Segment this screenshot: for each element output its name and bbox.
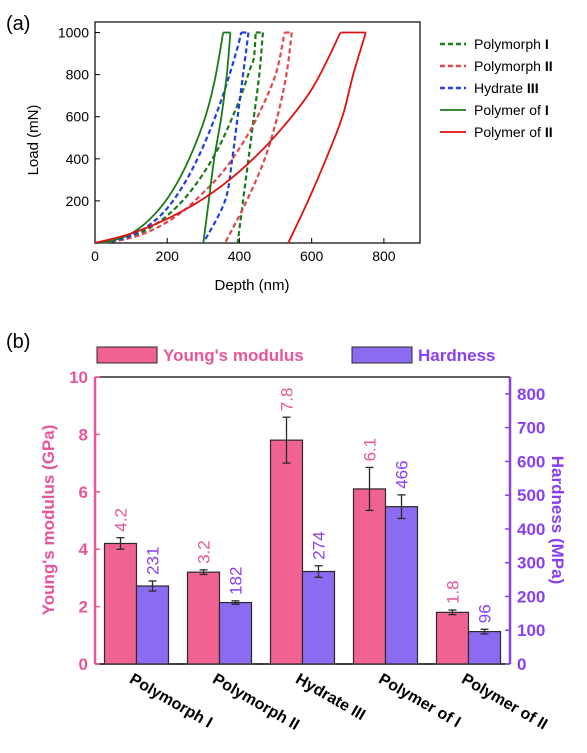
curve-loading-series-1 — [94, 32, 286, 245]
legend-label-a-0: Polymorph I — [474, 36, 549, 52]
legend-label-a-1: Polymorph II — [474, 58, 553, 74]
legend-roman-numeral-a-1: II — [545, 58, 553, 74]
bar-modulus-3 — [352, 488, 387, 665]
y-tick-label-left-b: 0 — [79, 655, 88, 674]
y-tick-label-left-b: 8 — [79, 425, 88, 444]
category-label-b-4: Polymer of II — [459, 671, 551, 734]
y-axis-label-left-b: Young's modulus (GPa) — [39, 425, 58, 616]
data-label-modulus-1: 3.2 — [195, 540, 214, 564]
category-label-b-2: Hydrate III — [293, 671, 368, 724]
legend-roman-numeral-a-3: I — [545, 102, 549, 118]
y-tick-label-a: 600 — [66, 109, 90, 125]
bar-modulus-1 — [186, 571, 221, 665]
y-tick-label-a: 200 — [66, 193, 90, 209]
y-tick-label-right-b: 500 — [517, 486, 545, 505]
bar-hardness-3 — [384, 506, 419, 665]
x-tick-label-a: 400 — [228, 248, 252, 264]
data-label-modulus-4: 1.8 — [444, 580, 463, 604]
y-tick-label-left-b: 10 — [69, 368, 88, 387]
plot-area-a: 0 200 400 600 800 200 400 600 800 1000 — [58, 21, 421, 264]
y-tick-label-right-b: 800 — [517, 385, 545, 404]
legend-roman-numeral-a-0: I — [545, 36, 549, 52]
curve-loading-series-3 — [94, 32, 225, 244]
x-axis-label-a: Depth (nm) — [214, 277, 289, 294]
category-label-b-1: Polymorph II — [210, 671, 302, 734]
category-label-b-0: Polymorph I — [127, 671, 216, 732]
y-tick-label-right-b: 0 — [517, 655, 526, 674]
y-tick-label-right-b: 200 — [517, 587, 545, 606]
legend-b: Young's modulus Hardness — [96, 346, 495, 365]
data-label-modulus-2: 7.8 — [278, 388, 297, 412]
curve-unloading-series-1 — [224, 32, 293, 244]
legend-label-a-2: Hydrate III — [474, 80, 539, 96]
y-tick-label-right-b: 600 — [517, 452, 545, 471]
bar-modulus-4 — [435, 611, 470, 665]
x-tick-label-a: 600 — [300, 248, 324, 264]
data-label-modulus-0: 4.2 — [112, 508, 131, 532]
data-label-hardness-1: 182 — [227, 567, 246, 595]
curve-unloading-series-2 — [202, 32, 250, 244]
legend-name-a-3: Polymer of — [474, 102, 541, 118]
y-axis-label-right-b: Hardness (MPa) — [548, 456, 567, 584]
legend-label-b-0: Young's modulus — [163, 346, 304, 365]
y-tick-label-a: 1000 — [58, 25, 89, 41]
data-label-hardness-0: 231 — [144, 547, 163, 575]
legend-name-a-0: Polymorph — [474, 36, 541, 52]
curve-unloading-series-4 — [287, 32, 367, 244]
category-label-b-3: Polymer of I — [376, 671, 464, 732]
bar-hardness-2 — [301, 570, 336, 665]
legend-label-a-4: Polymer of II — [474, 124, 553, 140]
data-label-modulus-3: 6.1 — [361, 438, 380, 462]
y-tick-label-left-b: 4 — [79, 540, 89, 559]
x-tick-label-a: 200 — [156, 248, 180, 264]
bar-hardness-4 — [467, 630, 502, 665]
y-tick-label-right-b: 100 — [517, 621, 545, 640]
plot-area-b: 024681001002003004005006007008004.2231Po… — [69, 368, 550, 734]
legend-swatch-b-1 — [351, 346, 413, 364]
y-tick-label-a: 400 — [66, 151, 90, 167]
y-tick-label-left-b: 6 — [79, 483, 88, 502]
curve-unloading-series-0 — [236, 32, 265, 244]
y-tick-label-right-b: 400 — [517, 520, 545, 539]
bar-hardness-0 — [135, 585, 170, 665]
legend-name-a-1: Polymorph — [474, 58, 541, 74]
legend-label-b-1: Hardness — [418, 346, 495, 365]
data-label-hardness-4: 96 — [476, 604, 495, 623]
legend-swatch-b-0 — [96, 346, 158, 364]
y-tick-label-a: 800 — [66, 67, 90, 83]
plot-frame-a — [94, 21, 421, 244]
legend-name-a-2: Hydrate — [474, 80, 523, 96]
x-tick-label-a: 0 — [91, 248, 99, 264]
y-axis-label-a: Load (mN) — [25, 105, 42, 176]
legend-roman-numeral-a-2: III — [527, 80, 539, 96]
panel-label-b: (b) — [6, 331, 30, 353]
data-label-hardness-3: 466 — [393, 460, 412, 488]
bar-modulus-2 — [269, 439, 304, 665]
bar-modulus-0 — [103, 542, 138, 665]
y-tick-label-left-b: 2 — [79, 598, 88, 617]
panel-b: (b) Young's modulus (GPa) Hardness (MPa)… — [6, 331, 567, 734]
legend-name-a-4: Polymer of — [474, 124, 541, 140]
bar-hardness-1 — [218, 601, 253, 665]
curve-loading-series-2 — [94, 32, 243, 245]
curve-loading-series-4 — [94, 32, 342, 244]
y-tick-label-right-b: 700 — [517, 419, 545, 438]
panel-a: (a) Depth (nm) Load (mN) 0 200 400 600 800 20… — [6, 13, 553, 294]
x-tick-label-a: 800 — [372, 248, 396, 264]
panel-label-a: (a) — [6, 13, 30, 35]
legend-label-a-3: Polymer of I — [474, 102, 549, 118]
legend-roman-numeral-a-4: II — [545, 124, 553, 140]
curve-unloading-series-3 — [202, 32, 232, 244]
data-label-hardness-2: 274 — [310, 531, 329, 559]
y-tick-label-right-b: 300 — [517, 554, 545, 573]
